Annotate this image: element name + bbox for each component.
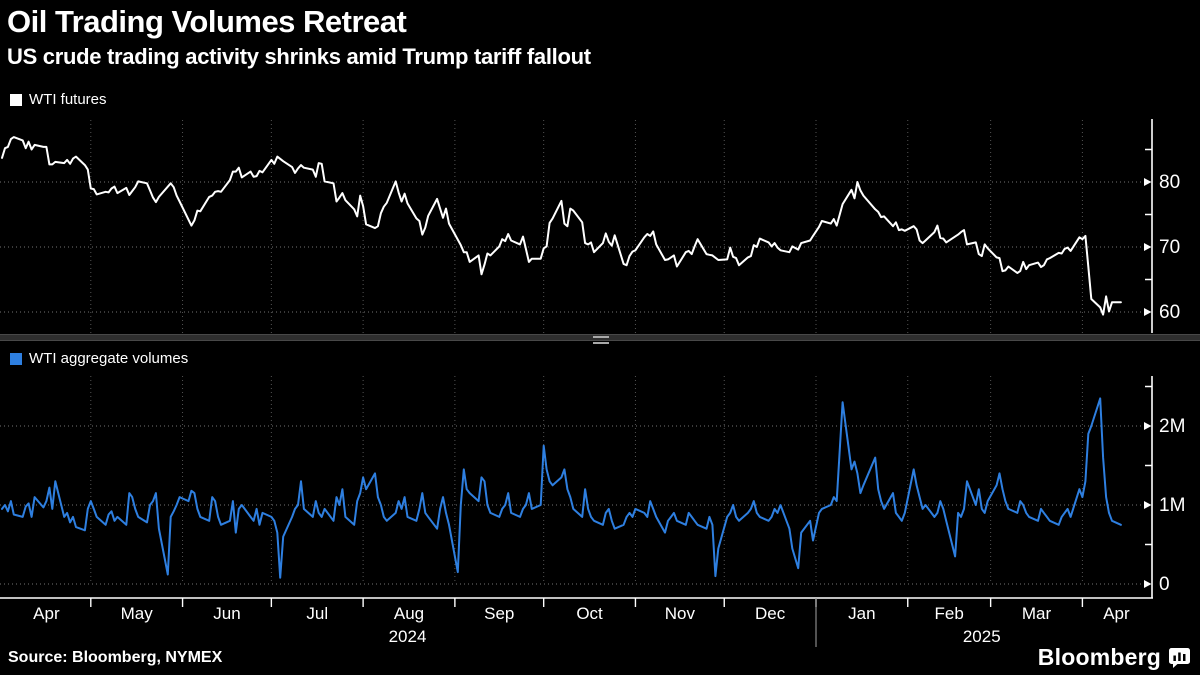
legend-wti-futures-label: WTI futures — [29, 91, 107, 108]
svg-text:Oct: Oct — [576, 604, 603, 623]
svg-text:Mar: Mar — [1022, 604, 1052, 623]
wti-futures-swatch-icon — [10, 93, 22, 106]
legend-wti-volumes-label: WTI aggregate volumes — [29, 350, 189, 367]
page-subtitle: US crude trading activity shrinks amid T… — [7, 44, 591, 69]
source-text: Source: Bloomberg, NYMEX — [8, 649, 223, 666]
svg-text:Aug: Aug — [394, 604, 424, 623]
page-title: Oil Trading Volumes Retreat — [7, 4, 407, 39]
svg-text:Dec: Dec — [755, 604, 786, 623]
svg-text:Jun: Jun — [213, 604, 240, 623]
svg-text:2025: 2025 — [963, 627, 1001, 646]
svg-text:2024: 2024 — [389, 627, 427, 646]
panel-divider-grip-icon — [593, 336, 609, 344]
svg-text:60: 60 — [1159, 302, 1180, 323]
bloomberg-wordmark: Bloomberg — [1037, 644, 1161, 670]
svg-text:80: 80 — [1159, 172, 1180, 193]
legend-wti-aggregate-volumes: WTI aggregate volumes — [10, 350, 188, 367]
svg-text:Apr: Apr — [1103, 604, 1130, 623]
svg-text:0: 0 — [1159, 574, 1170, 595]
svg-text:Feb: Feb — [935, 604, 964, 623]
svg-text:Sep: Sep — [484, 604, 514, 623]
svg-text:May: May — [121, 604, 154, 623]
bloomberg-bug-icon — [1169, 647, 1190, 668]
svg-text:Jul: Jul — [306, 604, 328, 623]
svg-text:70: 70 — [1159, 237, 1180, 258]
svg-text:1M: 1M — [1159, 495, 1185, 516]
svg-text:Nov: Nov — [665, 604, 696, 623]
legend-wti-futures: WTI futures — [10, 91, 107, 108]
svg-text:Apr: Apr — [33, 604, 60, 623]
svg-text:Jan: Jan — [848, 604, 875, 623]
wti-volumes-swatch-icon — [10, 352, 22, 365]
svg-text:2M: 2M — [1159, 416, 1185, 437]
bloomberg-logo: Bloomberg — [1038, 644, 1190, 671]
